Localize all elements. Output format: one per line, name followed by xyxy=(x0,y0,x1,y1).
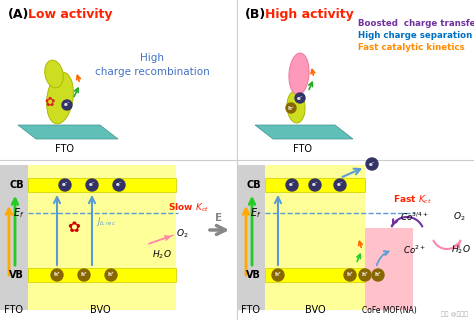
Text: 知乎 @徐佳室: 知乎 @徐佳室 xyxy=(441,311,468,317)
Text: Fast catalytic kinetics: Fast catalytic kinetics xyxy=(358,44,465,52)
Text: h⁺: h⁺ xyxy=(362,273,368,277)
Circle shape xyxy=(295,93,305,103)
Text: h⁺: h⁺ xyxy=(274,273,282,277)
Text: CoFe MOF(NA): CoFe MOF(NA) xyxy=(362,306,416,315)
Circle shape xyxy=(62,100,72,110)
Text: $O_2$: $O_2$ xyxy=(453,211,465,223)
Circle shape xyxy=(272,269,284,281)
Text: FTO: FTO xyxy=(241,305,261,315)
Text: Slow $K_{ct}$: Slow $K_{ct}$ xyxy=(168,202,209,214)
Text: Boosted  charge transfer: Boosted charge transfer xyxy=(358,20,474,28)
Text: e⁻: e⁻ xyxy=(116,182,122,188)
Text: h⁺: h⁺ xyxy=(54,273,60,277)
Circle shape xyxy=(286,103,296,113)
Circle shape xyxy=(334,179,346,191)
Text: $O_2$: $O_2$ xyxy=(176,228,189,240)
Text: $J_{b,rec}$: $J_{b,rec}$ xyxy=(96,216,116,228)
Text: VB: VB xyxy=(246,270,261,280)
Text: h⁺: h⁺ xyxy=(288,106,294,110)
Circle shape xyxy=(372,269,384,281)
Text: CB: CB xyxy=(9,180,24,190)
Text: (B): (B) xyxy=(245,8,266,21)
Text: h⁺: h⁺ xyxy=(81,273,87,277)
Circle shape xyxy=(359,269,371,281)
Text: Fast $K_{ct}$: Fast $K_{ct}$ xyxy=(393,194,432,206)
Text: ✿: ✿ xyxy=(68,220,81,236)
Text: FTO: FTO xyxy=(293,144,312,154)
Text: $H_2O$: $H_2O$ xyxy=(451,244,471,256)
Text: FTO: FTO xyxy=(4,305,24,315)
Text: e⁻: e⁻ xyxy=(337,182,343,188)
Text: High activity: High activity xyxy=(265,8,354,21)
Text: h⁺: h⁺ xyxy=(374,273,382,277)
Text: $Co^{2+}$: $Co^{2+}$ xyxy=(403,244,427,256)
Ellipse shape xyxy=(45,60,63,88)
Text: e⁻: e⁻ xyxy=(64,102,70,108)
Bar xyxy=(265,165,365,310)
Circle shape xyxy=(286,179,298,191)
Text: FTO: FTO xyxy=(55,144,74,154)
Bar xyxy=(28,165,176,310)
Text: High
charge recombination: High charge recombination xyxy=(95,53,210,76)
Text: Low activity: Low activity xyxy=(28,8,112,21)
Text: e⁻: e⁻ xyxy=(312,182,319,188)
Text: h⁺: h⁺ xyxy=(108,273,114,277)
Bar xyxy=(28,178,176,192)
Text: ✿: ✿ xyxy=(45,95,55,108)
Bar xyxy=(265,268,365,282)
Text: E: E xyxy=(216,213,223,223)
Circle shape xyxy=(59,179,71,191)
Text: e⁻: e⁻ xyxy=(62,182,68,188)
Bar xyxy=(265,178,365,192)
Text: High charge separation: High charge separation xyxy=(358,31,472,41)
Text: e⁻: e⁻ xyxy=(289,182,295,188)
Circle shape xyxy=(113,179,125,191)
Text: (A): (A) xyxy=(8,8,29,21)
Text: h⁺: h⁺ xyxy=(346,273,354,277)
Ellipse shape xyxy=(289,53,309,95)
Text: e⁻: e⁻ xyxy=(297,95,303,100)
Text: e⁻: e⁻ xyxy=(369,162,375,166)
Text: $Co^{3/4+}$: $Co^{3/4+}$ xyxy=(401,211,429,223)
Circle shape xyxy=(51,269,63,281)
Bar xyxy=(365,228,413,310)
Text: e⁻: e⁻ xyxy=(89,182,95,188)
Text: BVO: BVO xyxy=(90,305,110,315)
Text: $E_f$: $E_f$ xyxy=(250,206,261,220)
Circle shape xyxy=(78,269,90,281)
Polygon shape xyxy=(255,125,353,139)
Circle shape xyxy=(344,269,356,281)
Circle shape xyxy=(86,179,98,191)
Circle shape xyxy=(309,179,321,191)
Text: $E_f$: $E_f$ xyxy=(13,206,24,220)
Ellipse shape xyxy=(46,72,73,124)
Circle shape xyxy=(105,269,117,281)
Text: VB: VB xyxy=(9,270,24,280)
Circle shape xyxy=(366,158,378,170)
Polygon shape xyxy=(18,125,118,139)
Text: BVO: BVO xyxy=(305,305,325,315)
Text: CB: CB xyxy=(246,180,261,190)
Bar xyxy=(28,268,176,282)
Bar xyxy=(237,165,265,310)
Text: $H_2O$: $H_2O$ xyxy=(152,249,172,261)
Ellipse shape xyxy=(287,91,305,123)
Bar xyxy=(0,165,28,310)
